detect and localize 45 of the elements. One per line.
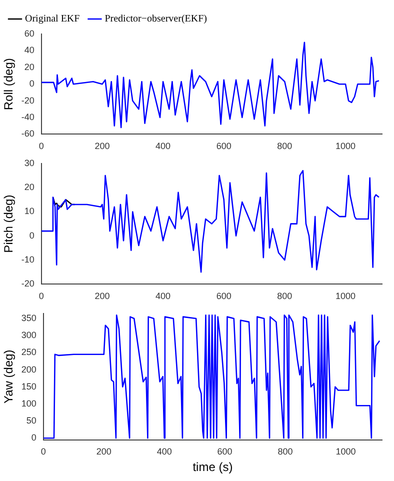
x-tick-label: 400	[156, 291, 171, 302]
x-tick-label: 1000	[336, 446, 356, 457]
y-tick-label: 0	[31, 432, 36, 443]
y-tick-label: 250	[21, 347, 36, 358]
y-tick-label: 100	[21, 398, 36, 408]
x-tick-label: 800	[277, 291, 292, 302]
x-tick-label: 0	[38, 291, 44, 302]
legend-label: Predictor−observer(EKF)	[104, 14, 207, 25]
x-tick-label: 1000	[335, 291, 356, 302]
y-tick-label: 300	[21, 330, 36, 340]
x-tick-label: 0	[40, 446, 46, 457]
y-tick-label: -20	[21, 95, 34, 106]
y-tick-label: 60	[24, 28, 34, 38]
x-tick-label: 200	[94, 291, 110, 302]
y-tick-label: -20	[21, 278, 34, 289]
y-tick-label: 10	[24, 206, 34, 216]
x-tick-label: 0	[38, 141, 44, 152]
y-tick-label: 20	[24, 62, 34, 72]
x-tick-label: 800	[278, 446, 293, 457]
x-tick-label: 800	[277, 141, 292, 152]
y-tick-label: 200	[21, 364, 36, 374]
x-tick-label: 1000	[335, 141, 356, 152]
y-tick-label: -10	[21, 254, 34, 265]
y-tick-label: 50	[26, 415, 36, 426]
y-tick-label: 40	[24, 45, 34, 56]
x-tick-label: 200	[94, 141, 110, 152]
x-tick-label: 600	[216, 141, 232, 152]
y-tick-label: 0	[29, 78, 34, 89]
y-tick-label: 30	[24, 158, 34, 168]
y-tick-label: 150	[21, 381, 36, 392]
y-axis-title: Yaw (deg)	[2, 350, 16, 404]
legend-label: Original EKF	[25, 14, 80, 25]
y-axis-title: Roll (deg)	[2, 58, 16, 110]
x-tick-label: 400	[156, 141, 171, 152]
y-tick-label: 0	[29, 230, 34, 240]
y-tick-label: 350	[21, 313, 36, 324]
x-tick-label: 200	[96, 446, 112, 457]
y-tick-label: -40	[21, 112, 34, 122]
x-tick-label: 600	[216, 291, 232, 302]
y-tick-label: 20	[24, 182, 34, 192]
y-tick-label: -60	[21, 128, 34, 139]
x-axis-title: time (s)	[192, 460, 233, 474]
x-tick-label: 600	[217, 446, 232, 457]
x-tick-label: 400	[156, 446, 172, 457]
y-axis-title: Pitch (deg)	[2, 194, 16, 253]
